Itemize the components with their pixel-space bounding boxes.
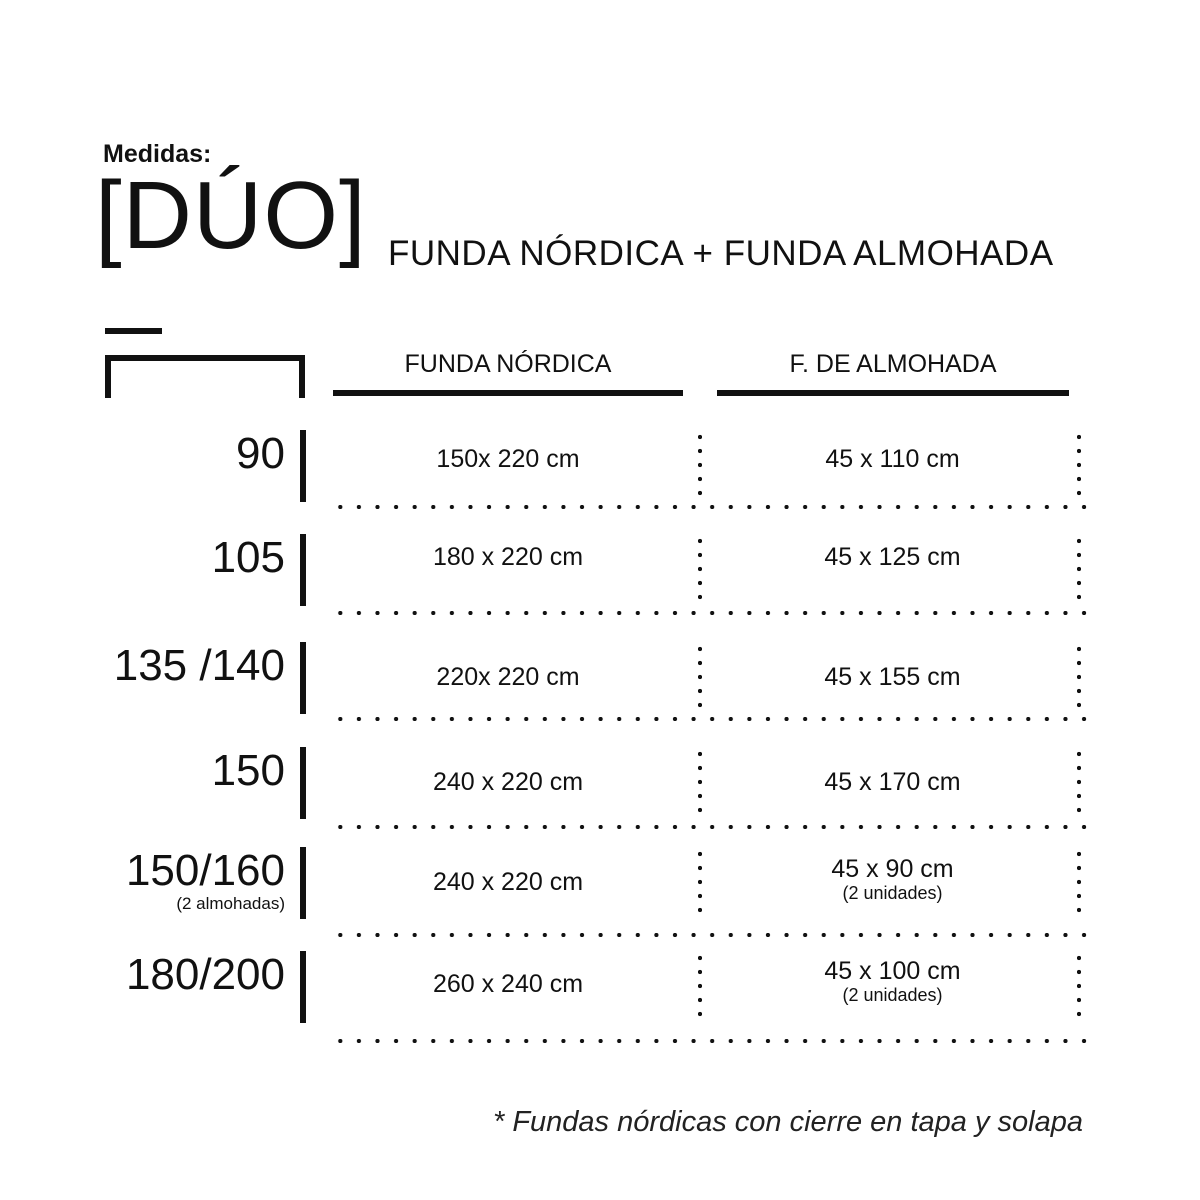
bed-size-value: 105 [211,533,285,582]
footnote: * Fundas nórdicas con cierre en tapa y s… [492,1106,1083,1138]
header-underline [333,390,683,396]
dotted-row-line [331,717,1087,721]
row-divider [300,430,306,502]
column-header-almohada: F. DE ALMOHADA [789,350,997,378]
bed-pillow-icon [105,328,162,334]
row-divider [300,534,306,606]
nordica-size: 240 x 220 cm [432,768,584,796]
bed-size: 105 [212,536,285,580]
dotted-separator [1077,847,1081,917]
dotted-separator [698,747,702,817]
row-divider [300,847,306,919]
nordica-size: 220x 220 cm [436,663,580,691]
bed-size-note: (2 almohadas) [176,894,285,913]
dotted-separator [1077,534,1081,604]
almohada-size: 45 x 170 cm [705,768,1080,797]
row-divider [300,642,306,714]
dotted-separator [698,951,702,1021]
bed-size: 90 [236,432,285,476]
label-medidas: Medidas: [103,140,212,168]
bed-size: 150 [212,749,285,793]
dotted-row-line [331,825,1087,829]
nordica-size: 150x 220 cm [436,445,580,473]
almohada-size: 45 x 110 cm [705,445,1080,474]
almohada-size-value: 45 x 170 cm [824,768,961,796]
bed-size: 150/160 (2 almohadas) [125,846,285,913]
nordica-size: 240 x 220 cm [432,868,584,896]
dotted-separator [1077,747,1081,817]
column-header-nordica: FUNDA NÓRDICA [404,350,612,378]
bed-size-value: 90 [236,429,285,478]
dotted-row-line [331,611,1087,615]
dotted-separator [1077,642,1081,712]
almohada-size: 45 x 125 cm [705,543,1080,572]
almohada-size-value: 45 x 90 cm [831,855,954,883]
almohada-size-value: 45 x 110 cm [825,445,960,473]
dotted-row-line [331,1039,1087,1043]
bed-size-value: 150 [211,746,285,795]
almohada-size-value: 45 x 100 cm [824,957,961,985]
page-title: [DÚO] [95,162,367,269]
almohada-note: (2 unidades) [842,882,943,903]
bed-frame-icon [105,355,305,398]
almohada-note: (2 unidades) [842,984,943,1005]
dotted-separator [1077,430,1081,500]
dotted-row-line [331,505,1087,509]
almohada-size: 45 x 100 cm (2 unidades) [705,957,1080,1005]
dotted-separator [698,534,702,604]
dotted-separator [698,642,702,712]
header-underline [717,390,1069,396]
nordica-size: 180 x 220 cm [432,543,584,571]
almohada-size-value: 45 x 125 cm [824,543,961,571]
bed-size: 180/200 [126,953,285,997]
nordica-size: 260 x 240 cm [432,970,584,998]
dotted-separator [698,847,702,917]
dotted-separator [698,430,702,500]
bed-size-value: 135 /140 [113,641,285,690]
almohada-size: 45 x 90 cm (2 unidades) [705,855,1080,903]
row-divider [300,747,306,819]
dotted-separator [1077,951,1081,1021]
bed-size-value: 180/200 [125,950,285,999]
bed-size-value: 150/160 [125,846,285,895]
subtitle: FUNDA NÓRDICA + FUNDA ALMOHADA [388,234,1054,273]
almohada-size: 45 x 155 cm [705,663,1080,692]
dotted-row-line [331,933,1087,937]
almohada-size-value: 45 x 155 cm [824,663,961,691]
bed-size: 135 /140 [114,644,285,688]
row-divider [300,951,306,1023]
